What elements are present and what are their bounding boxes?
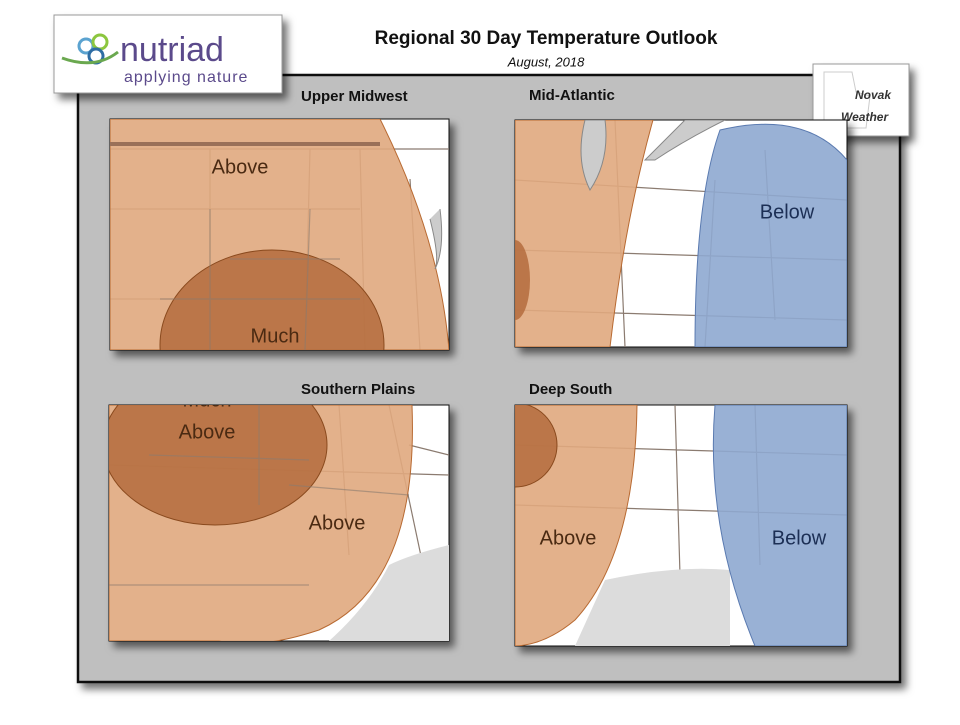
- outlook-label: Above: [309, 512, 366, 534]
- outlook-label: Much: [183, 389, 232, 411]
- novak-line2: Weather: [841, 110, 889, 124]
- outlook-label: Below: [772, 527, 827, 549]
- nutriad-logo: nutriad applying nature: [53, 14, 283, 94]
- logo-tagline: applying nature: [124, 69, 248, 86]
- title: Regional 30 Day Temperature Outlook: [375, 28, 718, 49]
- panel-title: Southern Plains: [301, 381, 415, 398]
- panel-title: Deep South: [529, 381, 612, 398]
- outlook-label: Above: [179, 421, 236, 443]
- outlook-label: Above: [212, 156, 269, 178]
- map-panel: Much Above Above: [108, 389, 450, 642]
- subtitle: August, 2018: [507, 54, 585, 69]
- map-panel: Below: [514, 119, 848, 348]
- map-panel: Above Much: [109, 118, 450, 351]
- outlook-label: Above: [540, 527, 597, 549]
- panel-title: Mid-Atlantic: [529, 87, 615, 104]
- outlook-label: Much: [251, 325, 300, 347]
- outlook-label: Below: [760, 201, 815, 223]
- logo-name: nutriad: [120, 31, 224, 69]
- novak-line1: Novak: [855, 88, 892, 102]
- panel-title: Upper Midwest: [301, 88, 408, 105]
- map-panel: Above Below: [514, 404, 848, 647]
